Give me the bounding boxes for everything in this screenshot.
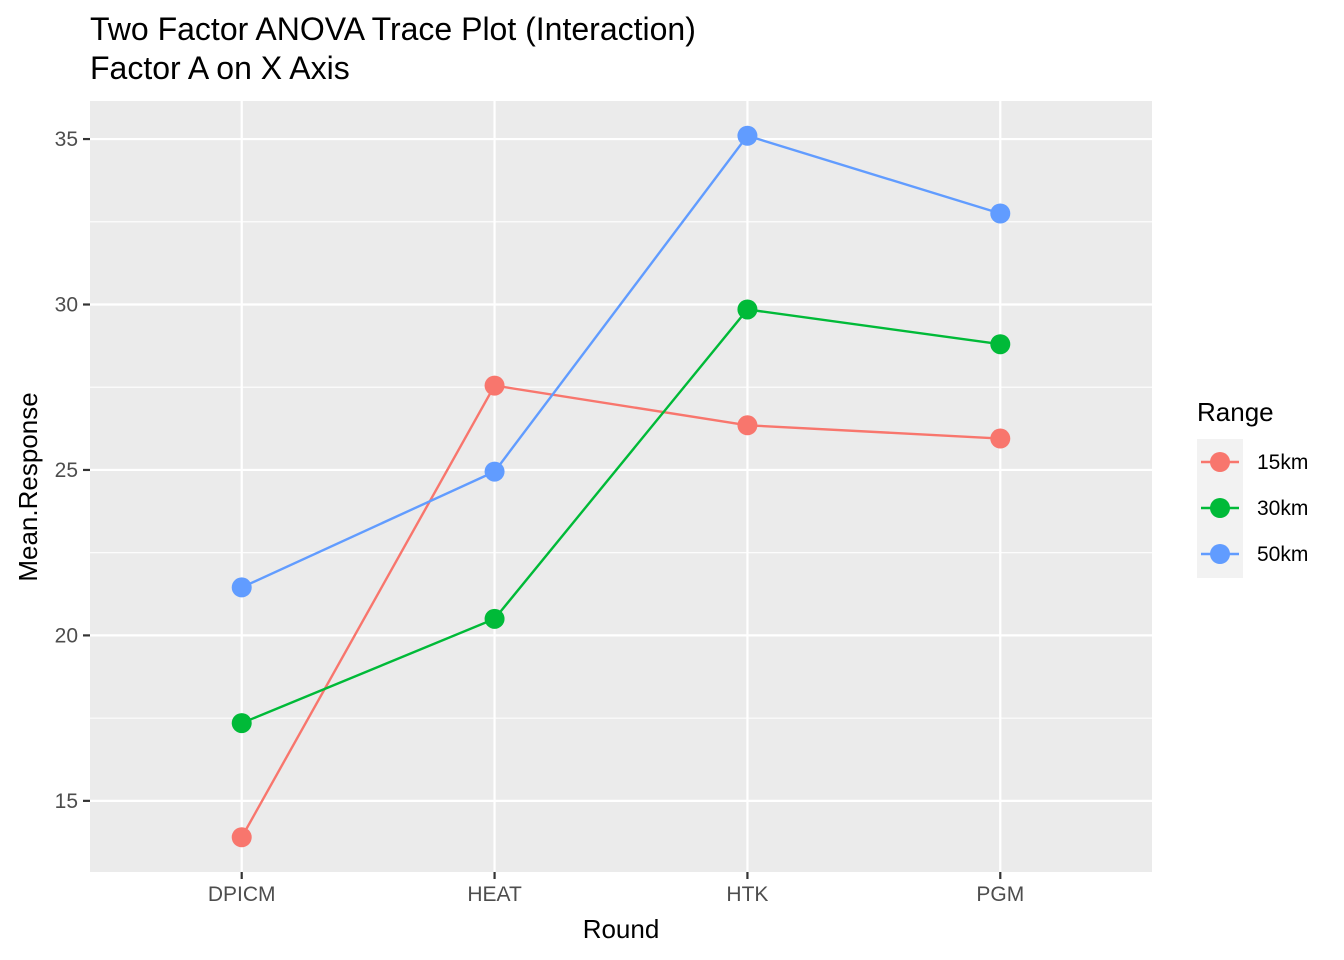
data-point-30km-DPICM [231,713,252,734]
y-tick-label: 25 [55,459,78,482]
x-axis: DPICM HEAT HTK PGM [208,872,1024,906]
x-tick-label: PGM [976,883,1024,906]
x-tick-label: HEAT [467,883,522,906]
data-point-30km-HTK [737,299,758,320]
x-axis-title: Round [583,914,660,944]
grid-major [90,101,1152,872]
y-tick-label: 35 [55,128,78,151]
x-tick-label: DPICM [208,883,276,906]
grid-minor [90,221,1152,719]
x-tick-label: HTK [726,883,768,906]
data-point-30km-HEAT [484,608,505,629]
legend-marker-50km [1210,544,1230,564]
legend-label-50km: 50km [1257,543,1308,566]
y-axis: 15 20 25 30 35 [55,128,90,813]
legend: Range 15km 30km 50km [1197,397,1308,578]
data-point-15km-HTK [737,415,758,436]
chart-subtitle: Factor A on X Axis [90,50,350,86]
data-point-50km-DPICM [231,577,252,598]
data-point-50km-HEAT [484,461,505,482]
legend-marker-30km [1210,498,1230,518]
series-line-15km [240,384,1001,838]
y-tick-label: 15 [55,790,78,813]
y-tick-label: 20 [55,624,78,647]
legend-label-15km: 15km [1257,451,1308,474]
series-line-50km [241,134,1001,589]
chart-title: Two Factor ANOVA Trace Plot (Interaction… [90,11,696,47]
y-axis-title: Mean.Response [13,392,43,581]
legend-marker-15km [1210,452,1230,472]
series-lines [240,134,1001,838]
series-points [231,125,1011,848]
data-point-50km-HTK [737,125,758,146]
plot-panel [90,101,1152,872]
data-point-15km-PGM [990,428,1011,449]
legend-label-30km: 30km [1257,497,1308,520]
legend-title: Range [1197,397,1274,427]
data-point-30km-PGM [990,334,1011,355]
data-point-15km-DPICM [231,827,252,848]
y-tick-label: 30 [55,294,78,317]
data-point-50km-PGM [990,203,1011,224]
data-point-15km-HEAT [484,375,505,396]
legend-items: 15km 30km 50km [1201,451,1308,566]
series-line-30km [241,308,1001,725]
